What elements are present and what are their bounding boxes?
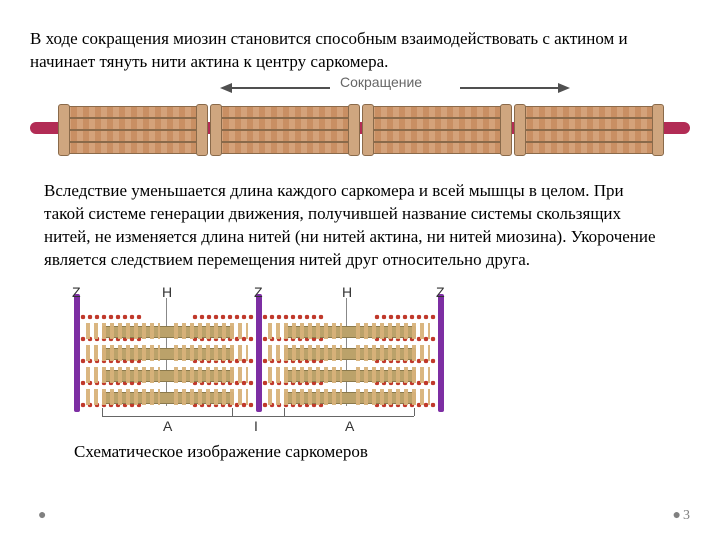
arrow-right-icon — [460, 82, 560, 83]
page-number-value: 3 — [683, 508, 692, 523]
myosin-row — [74, 322, 444, 340]
myosin-bundle — [514, 106, 664, 152]
z-label: Z — [436, 284, 445, 300]
page: В ходе сокращения миозин становится спос… — [0, 0, 720, 540]
figure-muscle-contraction: Сокращение — [30, 80, 690, 160]
h-label: H — [162, 284, 172, 300]
actin-row — [74, 312, 444, 322]
myosin-bundle — [210, 106, 360, 152]
figure-sarcomere-scheme: Z Z Z H H AIA — [74, 284, 444, 434]
paragraph-1: В ходе сокращения миозин становится спос… — [30, 28, 690, 74]
myosin-row — [74, 366, 444, 384]
z-label: Z — [254, 284, 263, 300]
h-label: H — [342, 284, 352, 300]
figure-caption: Схематическое изображение саркомеров — [74, 442, 690, 462]
myosin-row — [74, 388, 444, 406]
band-brackets: AIA — [74, 408, 444, 432]
myosin-bundle — [362, 106, 512, 152]
z-label: Z — [72, 284, 81, 300]
paragraph-2: Вследствие уменьшается длина каждого сар… — [44, 180, 664, 272]
page-number: ●3 — [673, 508, 692, 524]
bullet-decor: ● — [38, 508, 46, 524]
arrow-left-icon — [220, 82, 320, 83]
myosin-row — [74, 344, 444, 362]
myosin-bundle — [58, 106, 208, 152]
muscle-diagram — [30, 98, 690, 160]
contraction-label: Сокращение — [340, 74, 422, 90]
